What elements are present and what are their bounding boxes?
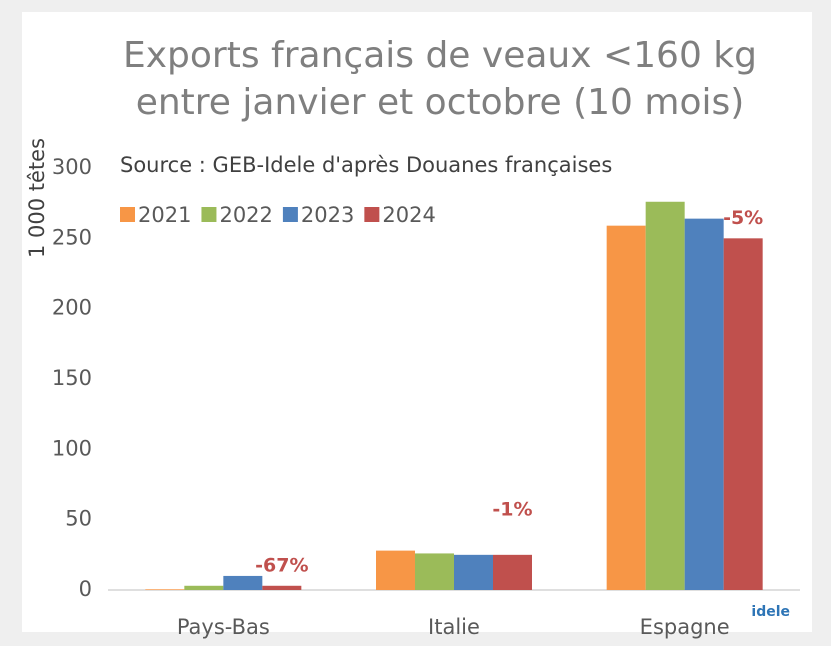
annotation: -5% <box>723 207 763 229</box>
legend-swatch <box>201 207 217 222</box>
bar <box>493 554 532 590</box>
logo: idele <box>751 604 790 620</box>
bar <box>184 585 224 590</box>
legend-label: 2021 <box>138 203 191 227</box>
bar <box>723 238 763 591</box>
y-axis-label: 1 000 têtes <box>25 138 49 258</box>
bar <box>645 201 685 590</box>
chart-title: entre janvier et octobre (10 mois) <box>136 82 745 123</box>
bar <box>223 575 263 590</box>
annotation: -1% <box>492 498 532 520</box>
legend-swatch <box>282 207 298 222</box>
chart-title: Exports français de veaux <160 kg <box>123 35 757 76</box>
legend-label: 2022 <box>219 203 272 227</box>
chart-subtitle: Source : GEB-Idele d'après Douanes franç… <box>120 153 612 177</box>
x-tick-label: Pays-Bas <box>177 615 270 639</box>
bar <box>262 585 302 590</box>
y-tick-label: 100 <box>52 436 92 460</box>
legend-label: 2023 <box>301 203 354 227</box>
x-tick-label: Italie <box>428 615 480 639</box>
legend-swatch <box>364 207 380 222</box>
y-tick-label: 300 <box>52 155 92 179</box>
bar <box>145 589 185 590</box>
legend-label: 2024 <box>382 203 435 227</box>
legend-swatch <box>120 207 135 222</box>
bar <box>415 553 454 590</box>
annotation: -67% <box>255 554 308 576</box>
y-tick-label: 50 <box>65 507 92 531</box>
y-tick-label: 0 <box>79 577 92 601</box>
bar <box>606 225 646 590</box>
x-tick-label: Espagne <box>640 615 730 639</box>
bar <box>376 550 415 590</box>
bar <box>454 554 493 590</box>
y-tick-label: 200 <box>52 296 92 320</box>
y-tick-label: 150 <box>52 366 92 390</box>
bar <box>684 218 724 590</box>
y-tick-label: 250 <box>52 225 92 249</box>
